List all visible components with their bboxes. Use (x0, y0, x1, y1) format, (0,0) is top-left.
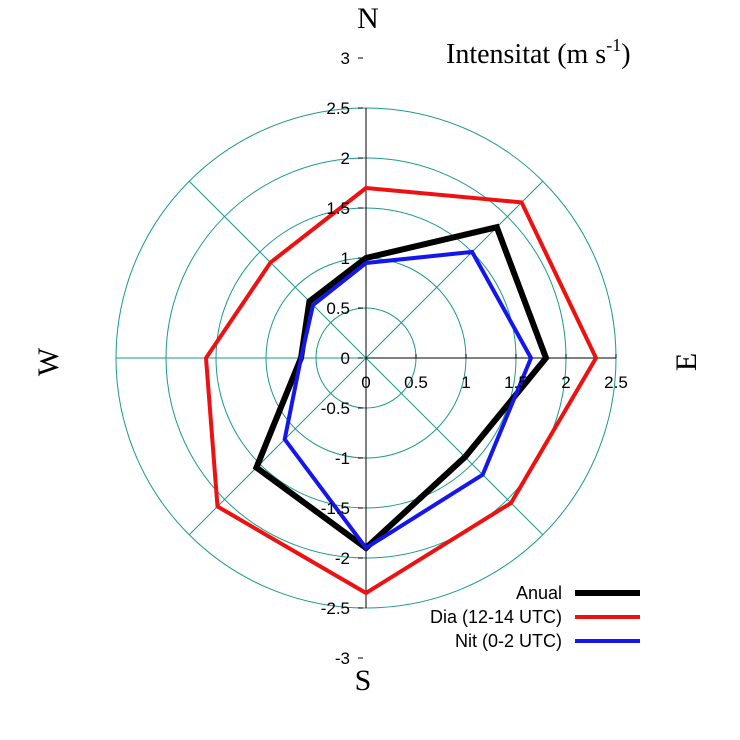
y-tick-label: -1 (335, 449, 350, 468)
tick-labels: 3 2.5 2 1.5 1 0.5 0 -0.5 -1 -1.5 -2 -2.5 -3 0 0.5 1 1.5 2… (321, 49, 628, 668)
y-tick-label: -0.5 (321, 399, 350, 418)
x-tick-label: 1 (461, 373, 470, 392)
chart-title-end: ) (621, 39, 630, 70)
legend-label: Nit (0-2 UTC) (455, 631, 562, 651)
x-tick-label: 0.5 (404, 373, 428, 392)
grid-spoke-NW (188, 180, 367, 359)
chart-title-main: Intensitat (m s (446, 39, 606, 70)
legend: Anual Dia (12-14 UTC) Nit (0-2 UTC) (430, 583, 640, 651)
compass-west-label: W (32, 347, 65, 376)
series-line-2 (282, 249, 534, 551)
y-tick-label: 0 (341, 349, 350, 368)
x-tick-label: 2 (561, 373, 570, 392)
legend-label: Dia (12-14 UTC) (430, 607, 562, 627)
y-tick-label: 0.5 (326, 299, 350, 318)
grid-spoke-SE (365, 357, 544, 536)
compass-south-label: S (355, 664, 372, 697)
legend-label: Anual (516, 583, 562, 603)
grid-spoke-NE (365, 180, 544, 359)
x-tick-label: 2.5 (604, 373, 628, 392)
y-tick-label: -3 (335, 649, 350, 668)
y-tick-label: -2 (335, 549, 350, 568)
chart-title-superscript: -1 (606, 35, 621, 55)
x-tick-label: 1.5 (504, 373, 528, 392)
y-tick-label: 3 (341, 49, 350, 68)
y-tick-label: 2 (341, 149, 350, 168)
series-line-1 (203, 185, 599, 596)
cartesian-axes (365, 108, 616, 608)
y-tick-label: 2.5 (326, 99, 350, 118)
compass-east-label: E (670, 353, 703, 371)
x-tick-label: 0 (361, 373, 370, 392)
y-tick-label: 1 (341, 249, 350, 268)
compass-north-label: N (357, 2, 379, 35)
y-tick-label: 1.5 (326, 199, 350, 218)
y-tick-label: -1.5 (321, 499, 350, 518)
chart-title: Intensitat (m s-1) (446, 35, 631, 70)
y-tick-label: -2.5 (321, 599, 350, 618)
series-layer (203, 185, 599, 596)
series-line-0 (252, 223, 550, 552)
